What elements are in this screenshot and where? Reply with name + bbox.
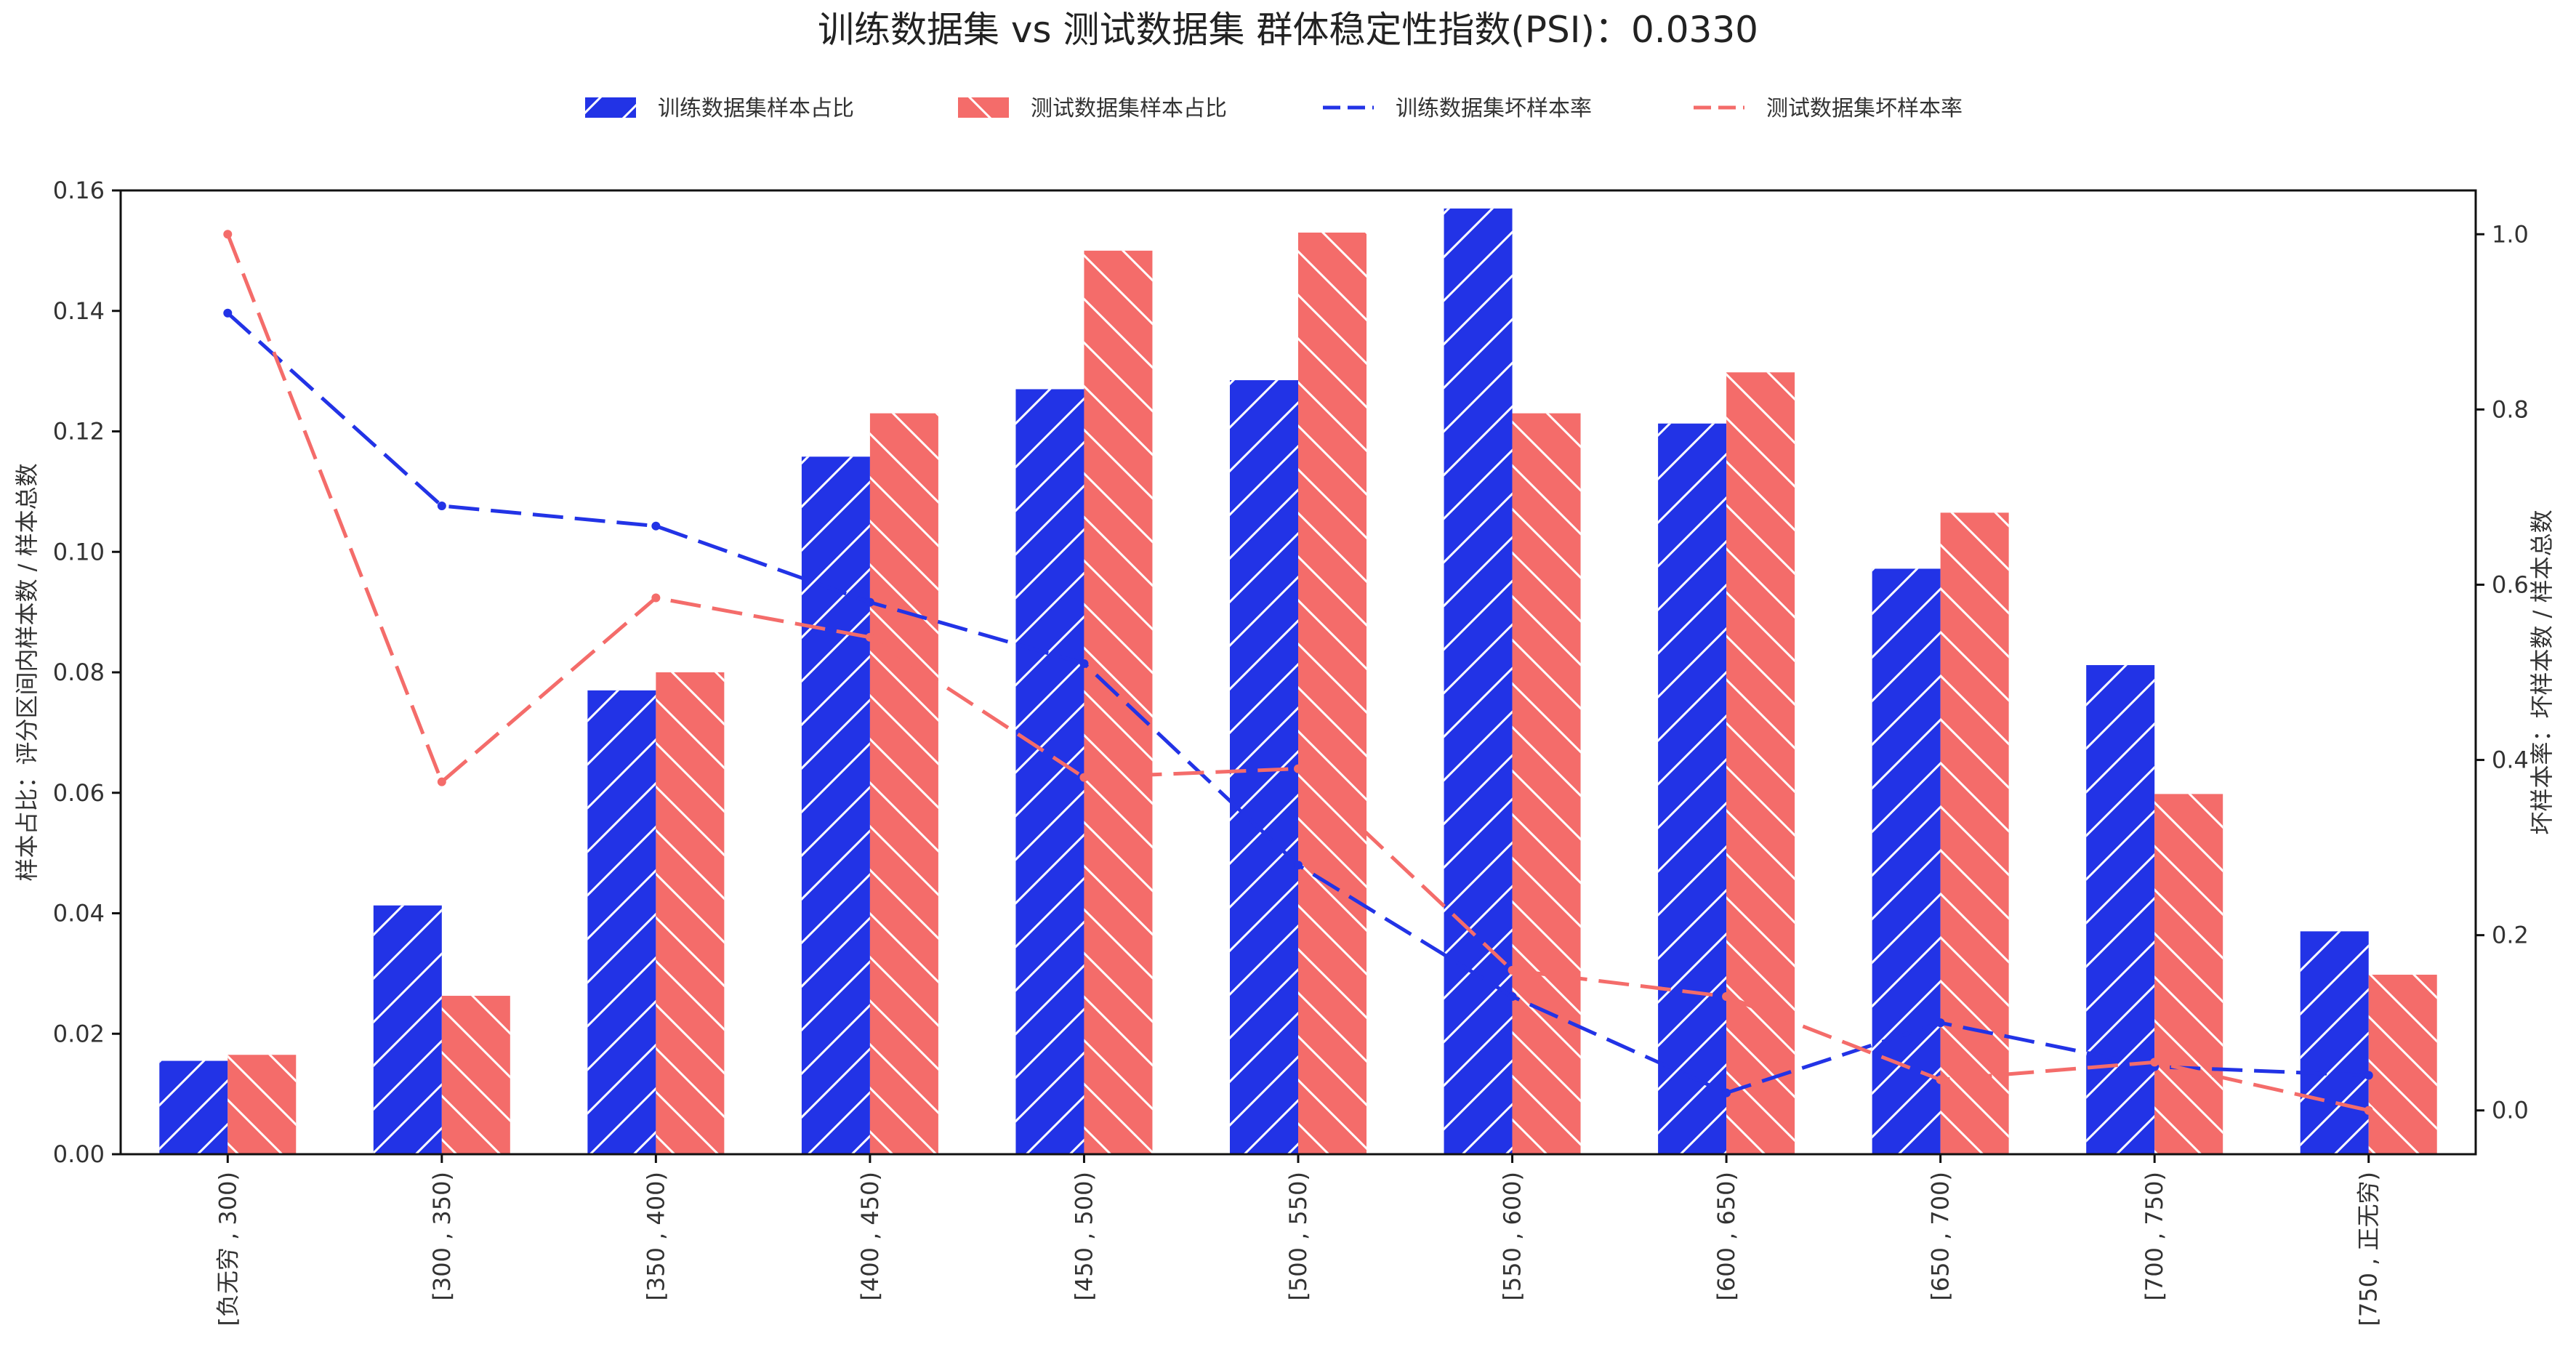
line-point-3-5 [1294,764,1303,773]
y-right-tick-label-4: 0.8 [2492,395,2529,423]
line-point-2-6 [1508,992,1517,1002]
legend-label-3: 测试数据集坏样本率 [1766,96,1963,121]
y-axis-left-label: 样本占比：评分区间内样本数 / 样本总数 [13,463,41,881]
bar-1-1 [441,996,510,1154]
line-point-2-5 [1294,861,1303,870]
legend-item-3: 测试数据集坏样本率 [1694,96,1963,121]
chart-title: 训练数据集 vs 测试数据集 群体稳定性指数(PSI)：0.0330 [818,9,1758,51]
y-left-tick-label-7: 0.14 [53,297,105,325]
lines-layer [223,230,2373,1115]
legend-label-1: 测试数据集样本占比 [1031,96,1227,121]
bar-0-3 [801,456,870,1154]
x-tick-label-8: [650 , 700) [1927,1172,1955,1301]
line-point-3-3 [865,632,874,642]
line-point-2-4 [1079,659,1089,668]
y-axis-left: 0.00 0.02 0.04 0.06 0.08 0.10 0.12 0.14 0.16 [53,177,121,1168]
x-tick-label-5: [500 , 550) [1284,1172,1312,1301]
x-tick-label-10: [750 , 正无穷) [2355,1172,2383,1326]
bar-0-5 [1230,380,1298,1154]
line-point-2-3 [865,597,874,607]
y-axis-right: 0.0 0.2 0.4 0.6 0.8 1.0 [2476,220,2529,1124]
y-axis-right-label: 坏样本率：坏样本数 / 样本总数 [2528,510,2556,834]
bar-1-9 [2154,794,2223,1154]
line-point-3-7 [1722,992,1731,1002]
legend-label-2: 训练数据集坏样本率 [1396,96,1592,121]
y-left-tick-label-1: 0.02 [53,1020,105,1047]
bar-1-6 [1512,413,1581,1154]
bar-0-2 [587,690,656,1154]
bar-0-10 [2300,931,2369,1154]
bar-1-0 [228,1055,297,1154]
bar-1-5 [1298,233,1367,1155]
x-tick-label-1: [300 , 350) [428,1172,456,1301]
line-point-3-1 [437,777,446,786]
legend-item-1: 测试数据集样本占比 [958,96,1227,121]
y-right-tick-label-2: 0.4 [2492,746,2529,774]
x-tick-label-7: [600 , 650) [1712,1172,1740,1301]
bar-1-7 [1726,372,1795,1154]
x-tick-label-4: [450 , 500) [1070,1172,1098,1301]
x-tick-label-9: [700 , 750) [2141,1172,2168,1301]
x-tick-label-3: [400 , 450) [856,1172,884,1301]
line-point-3-10 [2364,1106,2373,1115]
y-right-tick-label-0: 0.0 [2492,1097,2529,1124]
bar-1-3 [869,413,938,1154]
x-tick-label-2: [350 , 400) [642,1172,669,1301]
y-right-tick-label-1: 0.2 [2492,922,2529,949]
line-point-3-8 [1936,1075,1945,1084]
bar-0-1 [373,905,442,1154]
bar-0-0 [159,1060,228,1154]
y-left-tick-label-2: 0.04 [53,900,105,927]
bar-1-10 [2368,975,2437,1154]
line-point-3-6 [1508,965,1517,975]
y-left-tick-label-0: 0.00 [53,1140,105,1168]
line-point-3-0 [223,230,233,239]
bars-layer [159,208,2437,1155]
line-point-2-1 [437,501,446,510]
legend-item-2: 训练数据集坏样本率 [1323,96,1592,121]
x-axis: [负无穷 , 300) [300 , 350) [350 , 400) [400 , … [214,1154,2383,1326]
bar-0-6 [1444,208,1513,1154]
line-point-2-0 [223,308,233,318]
bar-0-9 [2086,665,2155,1154]
y-left-tick-label-3: 0.06 [53,779,105,807]
bar-0-8 [1872,568,1941,1154]
line-point-3-2 [651,593,661,603]
x-tick-label-0: [负无穷 , 300) [214,1172,241,1326]
bar-0-7 [1658,423,1727,1154]
x-tick-label-6: [550 , 600) [1499,1172,1526,1301]
y-left-tick-label-5: 0.10 [53,538,105,565]
y-right-tick-label-3: 0.6 [2492,571,2529,598]
line-point-3-9 [2150,1058,2160,1067]
y-left-tick-label-6: 0.12 [53,418,105,446]
legend-label-0: 训练数据集样本占比 [658,96,854,121]
legend: 训练数据集样本占比 测试数据集样本占比 训练数据集坏样本率 测试数据集坏样本率 [585,96,1963,121]
line-point-2-2 [651,521,661,531]
y-left-tick-label-4: 0.08 [53,659,105,686]
bar-1-4 [1084,250,1153,1154]
y-right-tick-label-5: 1.0 [2492,220,2529,248]
legend-item-0: 训练数据集样本占比 [585,96,854,121]
y-left-tick-label-8: 0.16 [53,177,105,204]
line-series-3 [225,233,2370,1113]
bar-1-8 [1940,512,2009,1154]
line-point-2-7 [1722,1088,1731,1098]
line-point-3-4 [1079,773,1089,782]
line-point-2-8 [1936,1018,1945,1028]
line-point-2-10 [2364,1071,2373,1080]
bar-1-2 [656,672,725,1154]
